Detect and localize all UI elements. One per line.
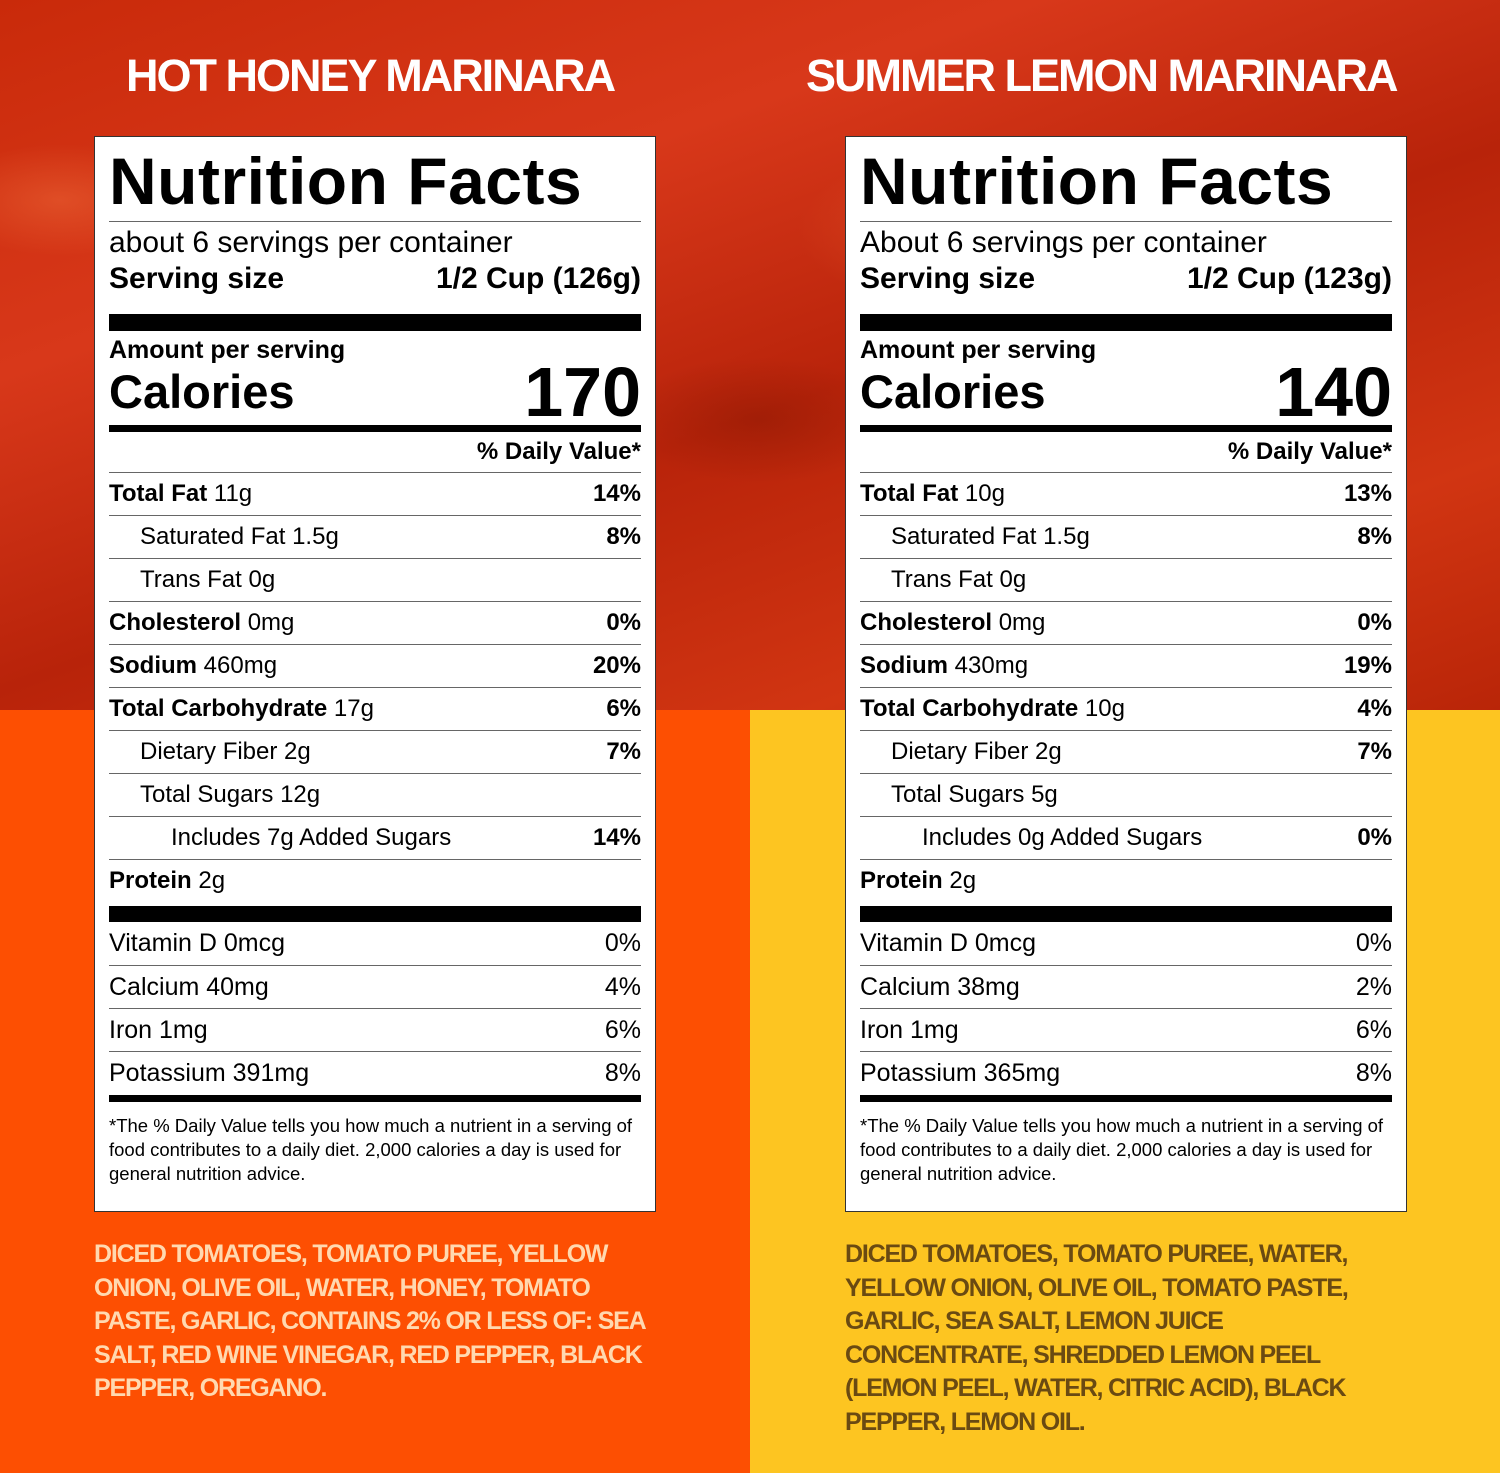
nutrient-row-trans-fat: Trans Fat 0g <box>109 558 641 601</box>
vitamin-row-vitamin-d: Vitamin D 0mcg 0% <box>860 929 1392 957</box>
calories-value: 140 <box>1275 353 1392 431</box>
ingredients-hot-honey: DICED TOMATOES, TOMATO PUREE, YELLOW ONI… <box>94 1240 646 1402</box>
nutrient-row-sodium: Sodium 460mg 20% <box>109 644 641 687</box>
vitamin-row-iron: Iron 1mg 6% <box>860 1008 1392 1051</box>
daily-value-percent: 6% <box>606 695 641 722</box>
serving-size-value: 1/2 Cup (126g) <box>435 262 641 295</box>
product-title-hot-honey: HOT HONEY MARINARA <box>126 50 616 101</box>
vitamin-row-iron: Iron 1mg 6% <box>109 1008 641 1051</box>
daily-value-percent: 19% <box>1343 652 1392 679</box>
daily-value-percent: 14% <box>592 480 641 507</box>
daily-value-percent: 0% <box>1357 609 1392 636</box>
daily-value-heading: % Daily Value* <box>1227 438 1392 465</box>
daily-value-percent: 7% <box>606 738 641 765</box>
nutrient-row-saturated-fat: Saturated Fat 1.5g 8% <box>860 515 1392 558</box>
divider <box>109 314 641 331</box>
nutrition-label-hot-honey: Nutrition Facts about 6 servings per con… <box>94 136 656 1212</box>
nutrient-row-saturated-fat: Saturated Fat 1.5g 8% <box>109 515 641 558</box>
nutrient-row-sodium: Sodium 430mg 19% <box>860 644 1392 687</box>
daily-value-percent: 20% <box>592 652 641 679</box>
vitamin-row-potassium: Potassium 365mg 8% <box>860 1051 1392 1094</box>
amount-per-serving: Amount per serving <box>860 336 1097 364</box>
vitamin-row-calcium: Calcium 38mg 2% <box>860 965 1392 1008</box>
serving-size-label: Serving size <box>109 262 285 295</box>
servings-per-container: about 6 servings per container <box>109 226 513 259</box>
serving-size-row: Serving size 1/2 Cup (123g) <box>860 260 1392 302</box>
product-title-summer-lemon: SUMMER LEMON MARINARA <box>806 50 1398 101</box>
nutrient-row-added-sugars: Includes 7g Added Sugars 14% <box>109 816 641 859</box>
divider <box>109 906 641 922</box>
daily-value-percent: 4% <box>1357 695 1392 722</box>
daily-value-percent: 7% <box>1357 738 1392 765</box>
serving-size-value: 1/2 Cup (123g) <box>1186 262 1392 295</box>
calories-value: 170 <box>524 353 641 431</box>
nutrition-label-summer-lemon: Nutrition Facts About 6 servings per con… <box>845 136 1407 1212</box>
divider <box>860 1095 1392 1102</box>
nutrition-facts-heading: Nutrition Facts <box>860 144 1334 218</box>
daily-value-percent: 14% <box>592 824 641 851</box>
daily-value-percent: 13% <box>1343 480 1392 507</box>
nutrient-row-total-fat: Total Fat 10g 13% <box>860 472 1392 515</box>
nutrient-row-total-carbohydrate: Total Carbohydrate 10g 4% <box>860 687 1392 730</box>
nutrient-row-total-carbohydrate: Total Carbohydrate 17g 6% <box>109 687 641 730</box>
nutrient-row-protein: Protein 2g <box>109 859 641 902</box>
divider <box>860 906 1392 922</box>
calories-row: Calories 140 <box>860 353 1392 431</box>
vitamin-row-vitamin-d: Vitamin D 0mcg 0% <box>109 929 641 957</box>
nutrient-row-cholesterol: Cholesterol 0mg 0% <box>109 601 641 644</box>
daily-value-footnote: *The % Daily Value tells you how much a … <box>109 1115 633 1184</box>
nutrient-row-added-sugars: Includes 0g Added Sugars 0% <box>860 816 1392 859</box>
nutrient-row-dietary-fiber: Dietary Fiber 2g 7% <box>860 730 1392 773</box>
daily-value-footnote: *The % Daily Value tells you how much a … <box>860 1115 1384 1184</box>
calories-row: Calories 170 <box>109 353 641 431</box>
nutrient-row-protein: Protein 2g <box>860 859 1392 902</box>
nutrient-row-dietary-fiber: Dietary Fiber 2g 7% <box>109 730 641 773</box>
ingredients-summer-lemon: DICED TOMATOES, TOMATO PUREE, WATER, YEL… <box>845 1240 1349 1436</box>
daily-value-percent: 0% <box>606 609 641 636</box>
vitamin-row-potassium: Potassium 391mg 8% <box>109 1051 641 1094</box>
vitamin-row-calcium: Calcium 40mg 4% <box>109 965 641 1008</box>
nutrient-row-cholesterol: Cholesterol 0mg 0% <box>860 601 1392 644</box>
divider <box>860 314 1392 331</box>
daily-value-percent: 8% <box>606 523 641 550</box>
divider <box>109 425 641 432</box>
nutrition-facts-heading: Nutrition Facts <box>109 144 583 218</box>
calories-label: Calories <box>109 365 295 418</box>
servings-per-container: About 6 servings per container <box>860 226 1267 259</box>
nutrient-row-total-fat: Total Fat 11g 14% <box>109 472 641 515</box>
serving-size-row: Serving size 1/2 Cup (126g) <box>109 260 641 302</box>
daily-value-heading: % Daily Value* <box>476 438 641 465</box>
daily-value-percent: 8% <box>1357 523 1392 550</box>
calories-label: Calories <box>860 365 1046 418</box>
nutrient-row-total-sugars: Total Sugars 5g <box>860 773 1392 816</box>
nutrient-row-total-sugars: Total Sugars 12g <box>109 773 641 816</box>
amount-per-serving: Amount per serving <box>109 336 346 364</box>
nutrient-row-trans-fat: Trans Fat 0g <box>860 558 1392 601</box>
serving-size-label: Serving size <box>860 262 1036 295</box>
divider <box>860 425 1392 432</box>
divider <box>109 1095 641 1102</box>
daily-value-percent: 0% <box>1357 824 1392 851</box>
